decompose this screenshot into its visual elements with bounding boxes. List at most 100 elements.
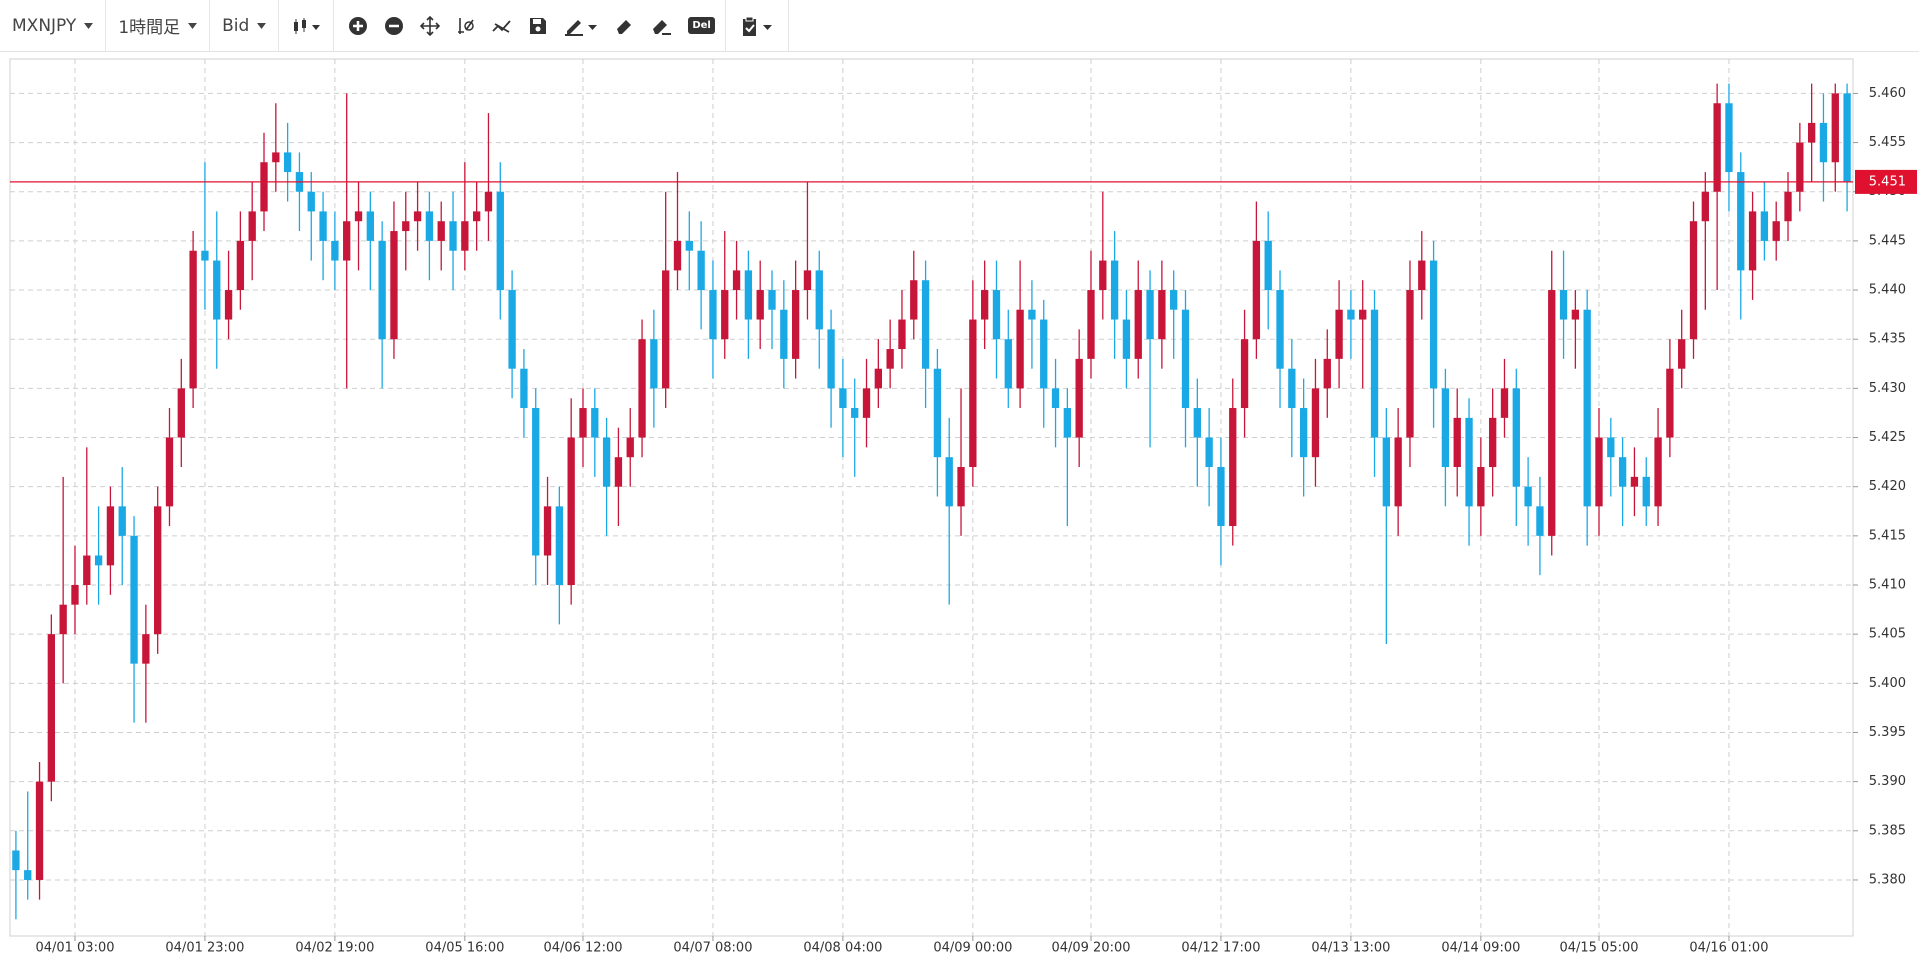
candle-body [1087,290,1095,359]
candle-body [827,329,835,389]
candle-body [614,457,623,487]
candle-body [579,408,587,438]
candle-body [1028,309,1036,320]
candle-body [1701,191,1709,222]
zoom-in[interactable] [348,16,368,36]
save[interactable] [528,16,548,36]
candle-body [1760,211,1769,241]
y-tick-label: 5.445 [1869,233,1906,248]
y-tick-label: 5.415 [1869,528,1906,543]
timeframe-select[interactable]: 1時間足 [106,0,211,51]
candle-body [331,240,339,261]
candle-body [662,270,670,389]
candle-body [744,270,753,320]
candle-body [1240,339,1249,409]
candle-body [1311,388,1320,458]
candle-body [1335,309,1343,359]
indicator[interactable] [492,16,512,36]
candle-body [484,191,493,212]
eraser-all[interactable] [650,16,672,36]
candle-body [1595,437,1603,507]
candle-body [83,555,91,586]
candle-body [59,604,67,635]
candle-body [874,368,882,389]
candle-body [532,408,540,556]
candle-body [425,211,434,241]
candle-body [1252,240,1261,340]
candle-body [343,221,351,261]
candle-body [910,280,918,320]
candle-body [461,221,469,251]
x-tick-label: 04/14 09:00 [1441,941,1520,956]
candle-body [472,211,481,222]
y-tick-label: 5.385 [1869,823,1906,838]
crosshair[interactable] [456,16,476,36]
candle-body [543,506,552,556]
candle-body [567,437,575,586]
candle-body [1796,142,1804,192]
candle-body [1784,191,1792,222]
candle-body [1512,388,1520,487]
candle-body [1748,211,1757,271]
candle-body [1453,417,1461,468]
candle-body [283,152,292,173]
candle-body [1158,290,1166,340]
candle-body [1441,388,1450,468]
price-type-select[interactable]: Bid [210,0,280,51]
candle-body [1429,260,1438,389]
candle-body [1063,408,1072,438]
candle-body [189,250,197,389]
y-tick-label: 5.455 [1869,135,1906,150]
candle-body [555,506,564,586]
candle-body [1205,437,1213,468]
candle-body [1004,339,1012,389]
zoom-out[interactable] [384,16,404,36]
x-tick-label: 04/09 20:00 [1051,941,1130,956]
symbol: MXNJPY [12,15,77,36]
candle-body [851,408,859,418]
candle-body [1630,476,1639,487]
candle-body [862,388,871,418]
candle-body [898,319,906,350]
candle-body [1370,309,1379,438]
y-tick-label: 5.440 [1869,283,1906,298]
candle-body [1122,319,1131,359]
candle-body [1725,103,1733,173]
candle-body [378,240,386,340]
chart-type-select[interactable] [279,0,335,51]
delete-button[interactable]: Del [688,17,715,34]
y-tick-label: 5.410 [1869,578,1906,593]
symbol-select[interactable]: MXNJPY [0,0,107,51]
candle-body [1181,309,1190,409]
candle-body [1406,290,1414,438]
candle-body [1500,388,1509,418]
eraser[interactable] [614,16,634,36]
candle-body [1382,437,1391,507]
candle-body [213,260,221,320]
clipboard-menu[interactable] [740,15,774,37]
candle-body [626,437,634,458]
candle-body [1831,93,1839,163]
candle-body [307,191,315,212]
candle-body [106,506,115,566]
candle-body [142,634,150,664]
candle-body [1359,309,1367,320]
candle-body [1299,408,1308,458]
candle-body [1536,506,1544,536]
candle-body [1642,476,1650,507]
draw-tool[interactable] [564,16,598,36]
candle-body [1323,358,1331,389]
candle-body [673,240,682,271]
candle-body [24,870,32,880]
candle-body [413,211,422,222]
candle-body [1654,437,1662,507]
candle-body [508,290,516,369]
candle-icon [294,17,321,34]
candle-body [1559,290,1568,320]
candle-body [768,290,776,310]
candle-body [236,240,245,291]
move[interactable] [420,15,441,36]
candle-body [366,211,374,241]
candle-body [437,221,445,241]
candle-body [118,506,126,536]
